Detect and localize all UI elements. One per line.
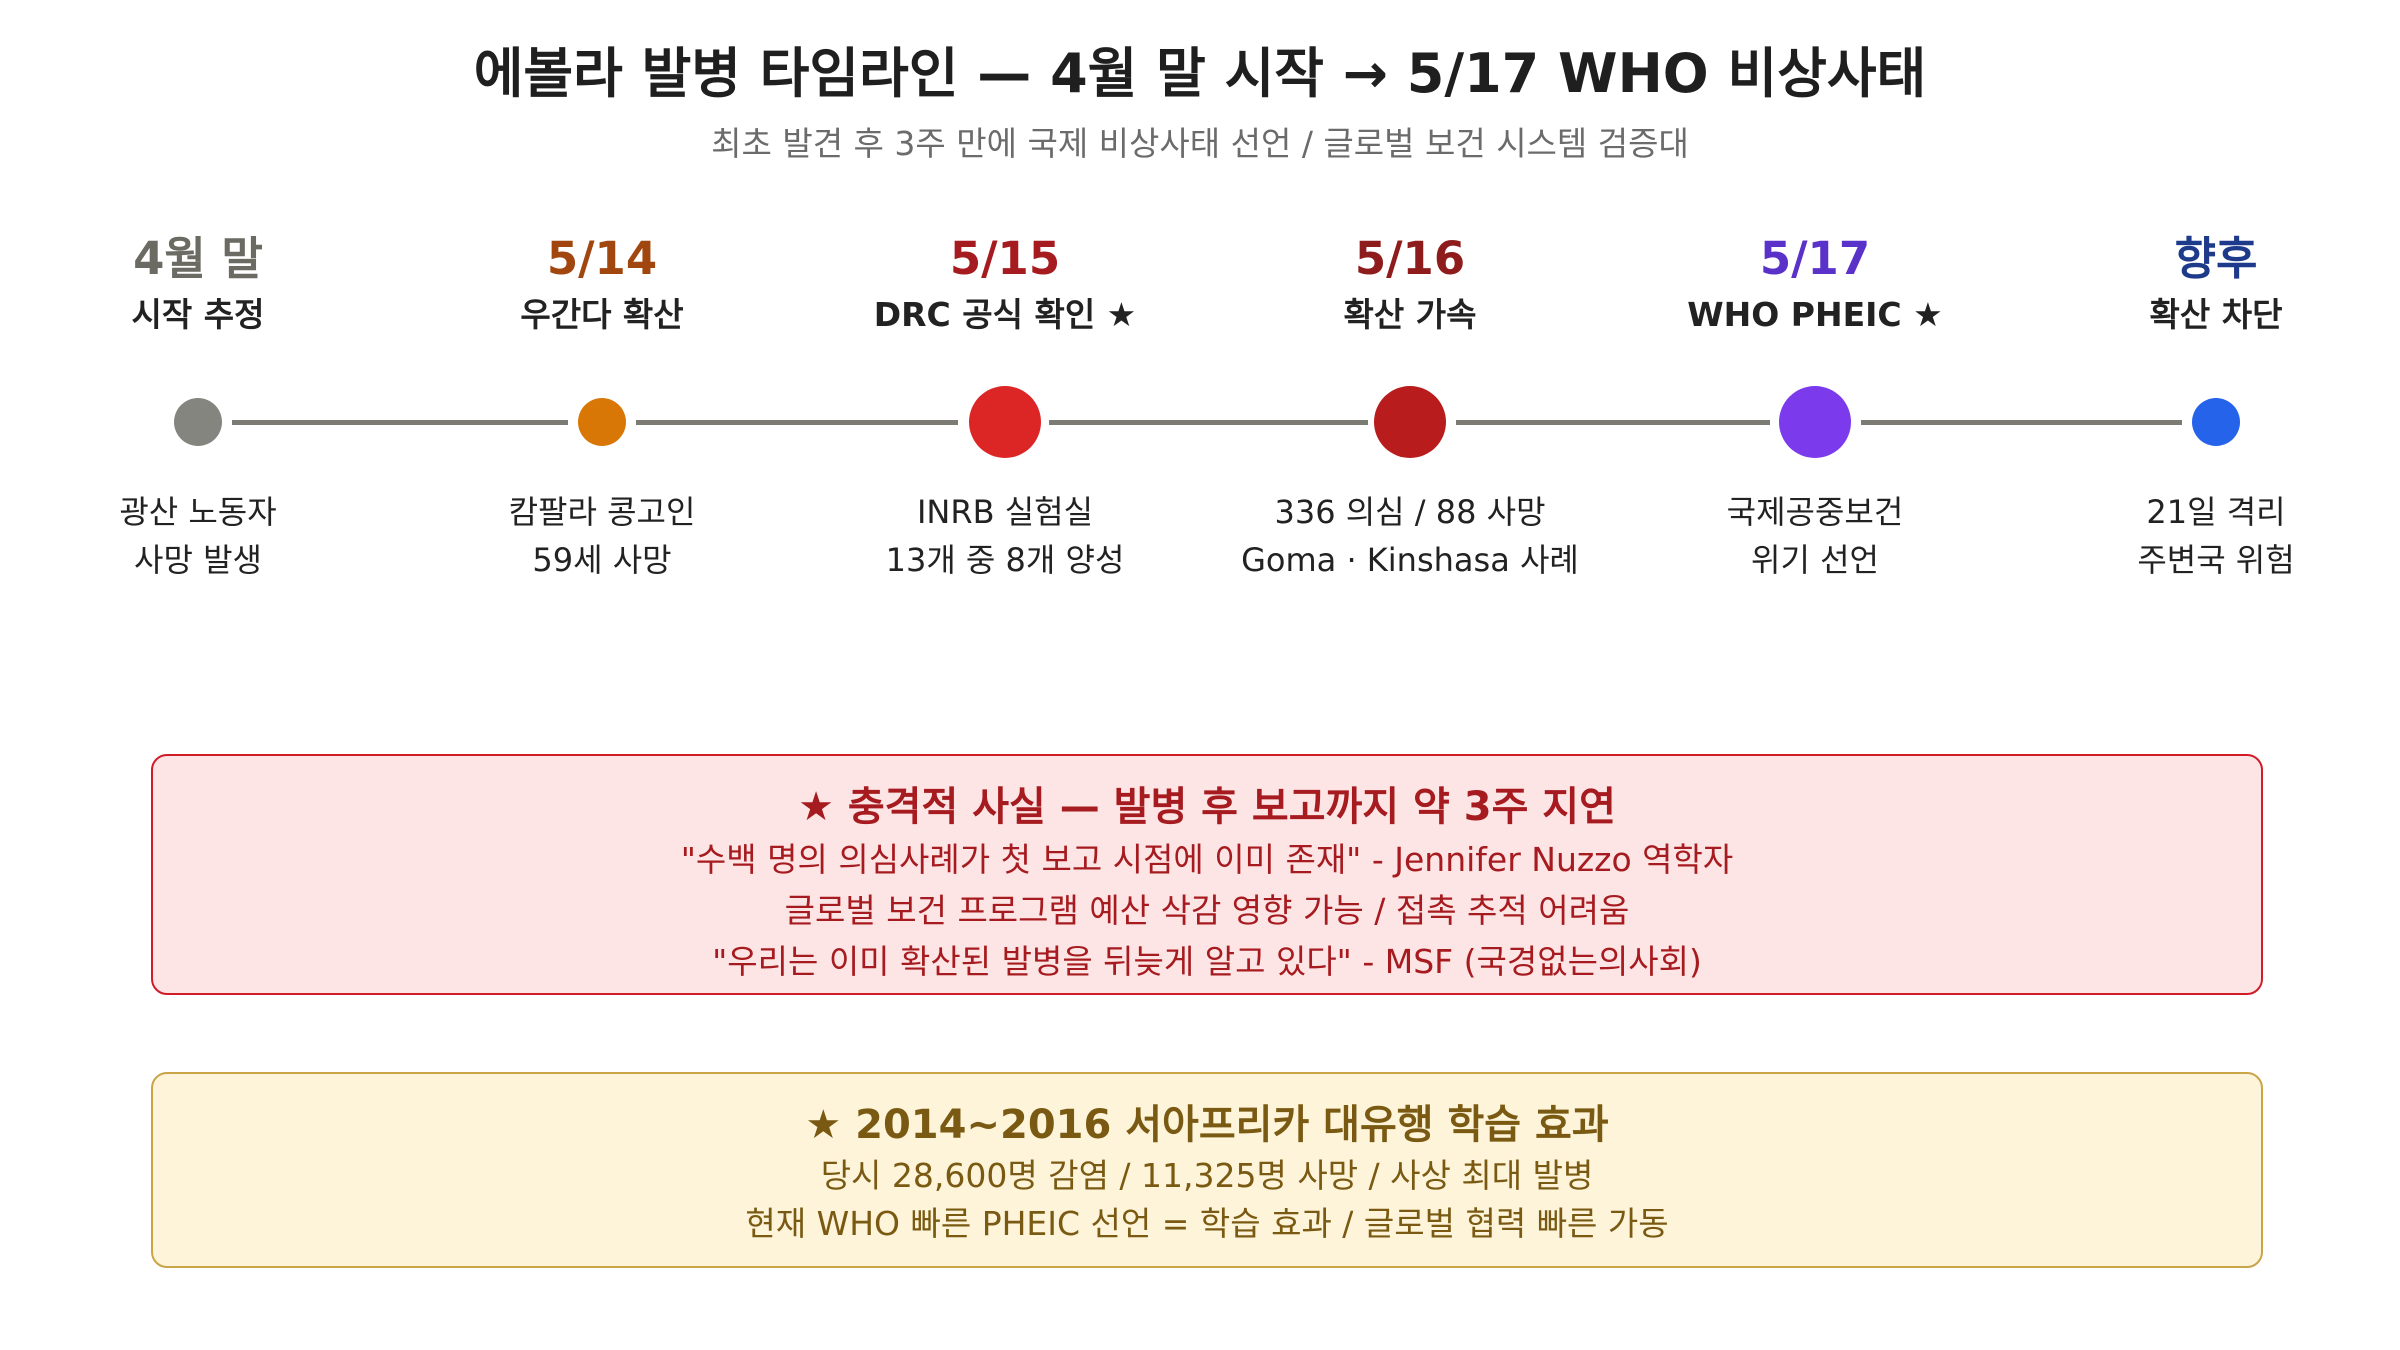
timeline-event-may-15: 5/15 DRC 공식 확인 ★ INRB 실험실 13개 중 8개 양성 xyxy=(815,230,1195,579)
timeline-event-may-16: 5/16 확산 가속 336 의심 / 88 사망 Goma · Kinshas… xyxy=(1220,230,1600,579)
timeline-event-may-14: 5/14 우간다 확산 캄팔라 콩고인 59세 사망 xyxy=(412,230,792,579)
event-label: 시작 추정 xyxy=(131,295,265,334)
alert-line: "수백 명의 의심사례가 첫 보고 시점에 이미 존재" - Jennifer … xyxy=(680,840,1734,879)
event-label: 확산 가속 xyxy=(1343,295,1477,334)
event-label: 우간다 확산 xyxy=(520,295,684,334)
timeline-segment xyxy=(1049,420,1368,425)
event-desc-line: 주변국 위험 xyxy=(2137,541,2295,579)
timeline-dot xyxy=(969,386,1041,458)
event-desc-line: 캄팔라 콩고인 xyxy=(508,493,696,531)
event-date: 향후 xyxy=(2174,232,2258,285)
timeline-segment xyxy=(1456,420,1770,425)
event-label: WHO PHEIC ★ xyxy=(1687,295,1943,334)
timeline: 4월 말 시작 추정 광산 노동자 사망 발생 5/14 우간다 확산 캄팔라 … xyxy=(0,230,2400,610)
lesson-callout: ★ 2014~2016 서아프리카 대유행 학습 효과 당시 28,600명 감… xyxy=(151,1072,2263,1268)
event-desc-line: Goma · Kinshasa 사례 xyxy=(1241,541,1579,579)
lesson-title: ★ 2014~2016 서아프리카 대유행 학습 효과 xyxy=(805,1102,1609,1148)
event-desc-line: INRB 실험실 xyxy=(916,493,1094,531)
timeline-dot xyxy=(174,398,222,446)
event-description: 캄팔라 콩고인 59세 사망 xyxy=(412,488,792,584)
event-description: 국제공중보건 위기 선언 xyxy=(1625,488,2005,584)
event-description: INRB 실험실 13개 중 8개 양성 xyxy=(815,488,1195,584)
event-date: 5/17 xyxy=(1759,232,1871,285)
lesson-line: 당시 28,600명 감염 / 11,325명 사망 / 사상 최대 발병 xyxy=(820,1156,1594,1195)
timeline-dot xyxy=(2192,398,2240,446)
event-desc-line: 광산 노동자 xyxy=(119,493,277,531)
alert-line: "우리는 이미 확산된 발병을 뒤늦게 알고 있다" - MSF (국경없는의사… xyxy=(712,942,1702,981)
event-desc-line: 위기 선언 xyxy=(1751,541,1879,579)
timeline-event-may-17: 5/17 WHO PHEIC ★ 국제공중보건 위기 선언 xyxy=(1625,230,2005,579)
event-description: 21일 격리 주변국 위험 xyxy=(2026,488,2400,584)
alert-title: ★ 충격적 사실 — 발병 후 보고까지 약 3주 지연 xyxy=(798,784,1616,830)
event-date: 5/14 xyxy=(546,232,658,285)
page-subtitle: 최초 발견 후 3주 만에 국제 비상사태 선언 / 글로벌 보건 시스템 검증… xyxy=(711,124,1689,163)
timeline-segment xyxy=(636,420,958,425)
timeline-dot xyxy=(1779,386,1851,458)
timeline-event-apr-end: 4월 말 시작 추정 광산 노동자 사망 발생 xyxy=(8,230,388,579)
event-desc-line: 국제공중보건 xyxy=(1726,493,1904,531)
event-description: 광산 노동자 사망 발생 xyxy=(8,488,388,584)
alert-callout: ★ 충격적 사실 — 발병 후 보고까지 약 3주 지연 "수백 명의 의심사례… xyxy=(151,754,2263,995)
event-desc-line: 59세 사망 xyxy=(532,541,672,579)
page-title: 에볼라 발병 타임라인 — 4월 말 시작 → 5/17 WHO 비상사태 xyxy=(473,42,1927,105)
event-label: 확산 차단 xyxy=(2149,295,2283,334)
event-desc-line: 13개 중 8개 양성 xyxy=(885,541,1125,579)
event-date: 5/16 xyxy=(1354,232,1466,285)
event-date: 4월 말 xyxy=(133,232,263,285)
timeline-dot xyxy=(578,398,626,446)
alert-line: 글로벌 보건 프로그램 예산 삭감 영향 가능 / 접촉 추적 어려움 xyxy=(784,891,1630,930)
timeline-segment xyxy=(232,420,568,425)
timeline-segment xyxy=(1861,420,2182,425)
event-date: 5/15 xyxy=(949,232,1061,285)
timeline-dot xyxy=(1374,386,1446,458)
event-description: 336 의심 / 88 사망 Goma · Kinshasa 사례 xyxy=(1220,488,1600,584)
event-desc-line: 21일 격리 xyxy=(2146,493,2286,531)
event-desc-line: 사망 발생 xyxy=(134,541,262,579)
event-desc-line: 336 의심 / 88 사망 xyxy=(1274,493,1546,531)
header: 에볼라 발병 타임라인 — 4월 말 시작 → 5/17 WHO 비상사태 최초… xyxy=(0,36,2400,166)
event-label: DRC 공식 확인 ★ xyxy=(873,295,1137,334)
timeline-event-future: 향후 확산 차단 21일 격리 주변국 위험 xyxy=(2026,230,2400,579)
lesson-line: 현재 WHO 빠른 PHEIC 선언 = 학습 효과 / 글로벌 협력 빠른 가… xyxy=(745,1204,1669,1243)
